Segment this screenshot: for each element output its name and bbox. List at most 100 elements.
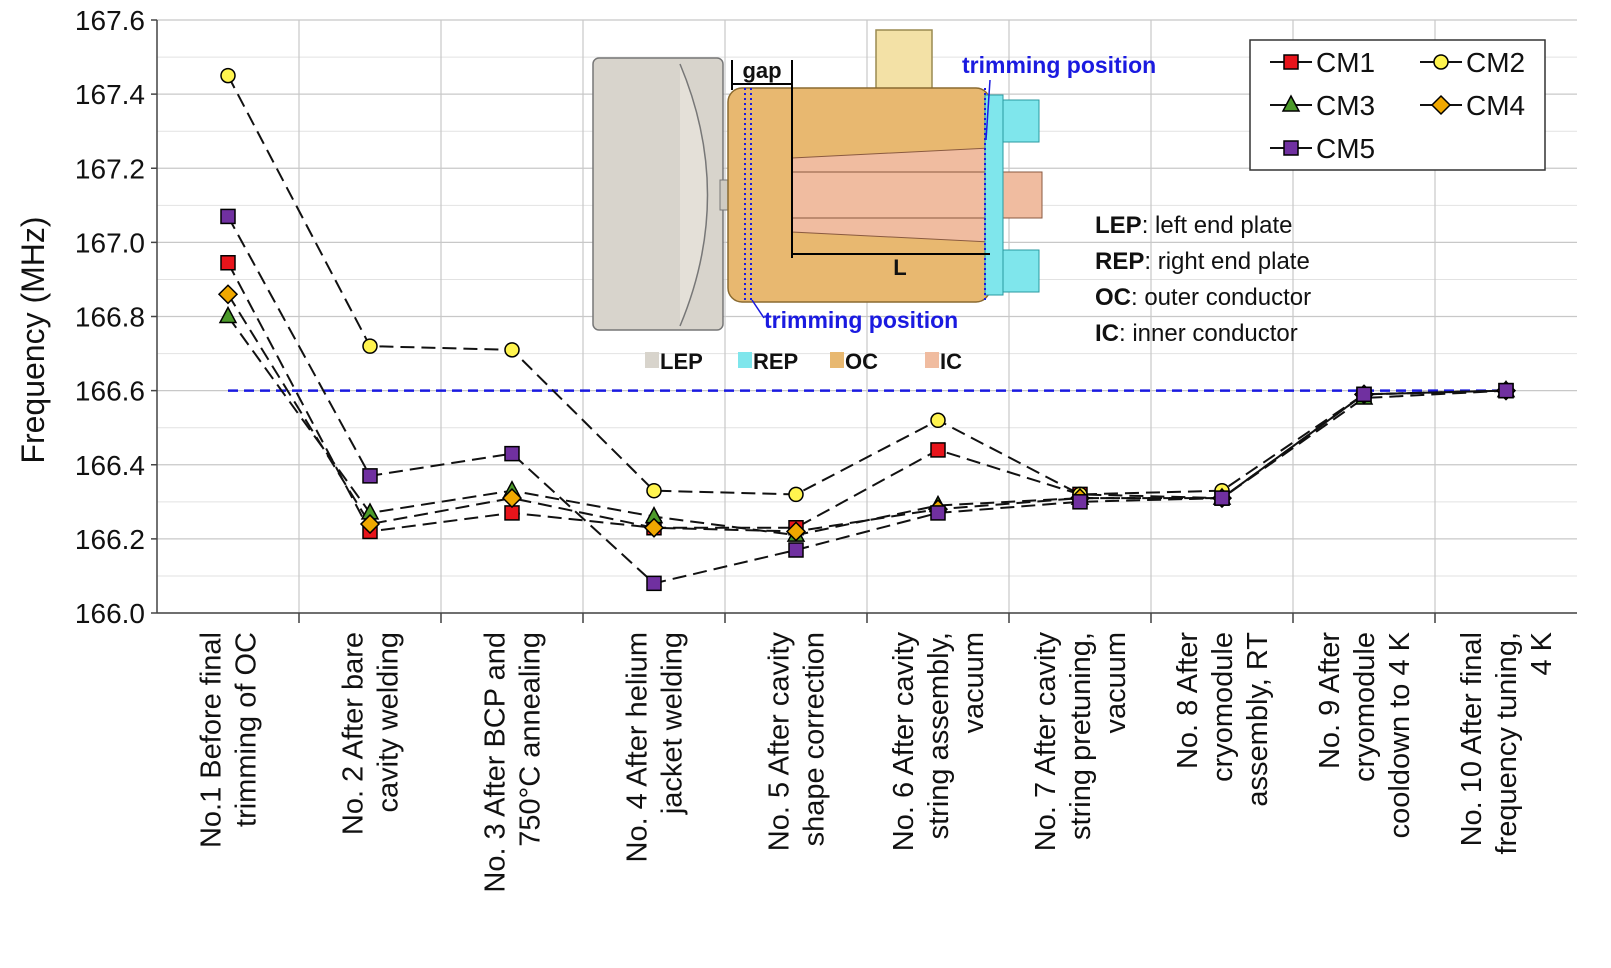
point xyxy=(220,255,236,271)
y-tick-label: 166.0 xyxy=(75,598,145,629)
port-pipe xyxy=(875,29,933,93)
label-line: vacuum xyxy=(1100,632,1132,734)
label-line: 750°C annealing xyxy=(515,632,547,847)
point xyxy=(504,342,520,358)
rep-flange xyxy=(1002,99,1040,143)
x-tick-label: No. 8 After cryomodule assembly, RT xyxy=(1172,632,1274,807)
label-line: 4 K xyxy=(1526,631,1558,675)
point xyxy=(1214,490,1230,506)
label-line: assembly, RT xyxy=(1242,632,1274,807)
part-swatch xyxy=(738,352,752,368)
part-label: REP xyxy=(753,349,798,374)
y-tick-label: 167.0 xyxy=(75,227,145,258)
ic-tube xyxy=(791,171,1043,219)
point xyxy=(788,486,804,503)
trimming-label: trimming position xyxy=(764,307,958,333)
point xyxy=(1072,494,1088,510)
y-tick-label: 166.4 xyxy=(75,450,145,481)
inset-diagram: gap L trimming position trimming positio… xyxy=(592,29,1311,374)
legend-label: CM1 xyxy=(1316,47,1375,78)
label-line: No. 2 After bare xyxy=(338,632,370,835)
label-line: frequency tuning, xyxy=(1491,632,1523,854)
point xyxy=(1356,386,1372,403)
point xyxy=(930,442,946,458)
definition: IC: inner conductor xyxy=(1095,320,1298,347)
x-tick-label: No. 7 After cavity string pretuning, vacuu… xyxy=(1030,632,1132,852)
term: IC xyxy=(1095,320,1119,347)
point xyxy=(646,482,662,499)
x-tick-label: No. 4 After helium jacket welding xyxy=(622,632,689,863)
point xyxy=(788,542,804,558)
series-line xyxy=(227,293,1507,533)
label-line: string pretuning, xyxy=(1065,632,1097,840)
label-line: No. 3 After BCP and xyxy=(480,632,512,893)
label-line: cryomodule xyxy=(1349,632,1381,782)
y-tick-label: 167.6 xyxy=(75,5,145,36)
point xyxy=(362,338,378,354)
label-line: cavity welding xyxy=(373,632,405,813)
definition: REP: right end plate xyxy=(1095,248,1310,275)
term-text: : left end plate xyxy=(1142,212,1293,239)
y-axis-label: Frequency (MHz) xyxy=(15,216,51,463)
label-line: No.1 Before final xyxy=(196,632,228,848)
point xyxy=(362,468,378,484)
label-line: No. 4 After helium xyxy=(622,632,654,863)
legend-label: CM5 xyxy=(1316,133,1375,164)
series-line xyxy=(227,315,1507,537)
label-line: vacuum xyxy=(958,632,990,734)
label-line: cryomodule xyxy=(1207,632,1239,782)
part-swatch xyxy=(830,352,844,368)
x-tick-label: No. 3 After BCP and 750°C annealing xyxy=(480,632,547,893)
legend-marker xyxy=(1283,140,1299,156)
y-tick-label: 167.2 xyxy=(75,153,145,184)
x-tick-label: No.1 Before final trimming of OC xyxy=(196,632,263,848)
x-tick-label: No. 10 After final frequency tuning, 4 K xyxy=(1456,631,1558,854)
y-tick-label: 166.2 xyxy=(75,524,145,555)
part-label: IC xyxy=(940,349,962,374)
series-line xyxy=(227,75,1507,496)
trim-arrow xyxy=(985,79,991,141)
legend-label: CM3 xyxy=(1316,90,1375,121)
label-line: No. 5 After cavity xyxy=(764,632,796,852)
term: REP xyxy=(1095,248,1144,275)
legend-marker xyxy=(1283,54,1299,70)
trimming-label: trimming position xyxy=(962,52,1156,78)
point xyxy=(930,505,946,521)
term-text: : outer conductor xyxy=(1131,284,1311,311)
point xyxy=(930,412,946,429)
definition: LEP: left end plate xyxy=(1095,212,1292,239)
y-tick-label: 167.4 xyxy=(75,79,145,110)
legend-marker xyxy=(1281,94,1301,112)
trim-arrow xyxy=(751,299,765,319)
part-label: OC xyxy=(845,349,878,374)
label-line: No. 6 After cavity xyxy=(888,632,920,852)
y-tick-label: 166.8 xyxy=(75,302,145,333)
legend-label: CM2 xyxy=(1466,47,1525,78)
point xyxy=(501,488,523,509)
part-swatch xyxy=(645,352,659,368)
plot xyxy=(217,67,1517,592)
term-text: : right end plate xyxy=(1144,248,1309,275)
point xyxy=(218,305,238,324)
part-swatch xyxy=(925,352,939,368)
point xyxy=(217,284,239,305)
label-line: No. 10 After final xyxy=(1456,632,1488,846)
label-line: cooldown to 4 K xyxy=(1384,631,1416,838)
term-text: : inner conductor xyxy=(1119,320,1298,347)
label-line: jacket welding xyxy=(657,632,689,815)
legend-marker xyxy=(1430,94,1452,116)
series-line xyxy=(227,215,1507,585)
x-tick-label: No. 9 After cryomodule cooldown to 4 K xyxy=(1314,631,1416,838)
x-tick-label: No. 2 After bare cavity welding xyxy=(338,632,405,835)
rep-flange xyxy=(1002,249,1040,293)
label-line: No. 9 After xyxy=(1314,632,1346,769)
term: LEP xyxy=(1095,212,1142,239)
label-line: No. 7 After cavity xyxy=(1030,632,1062,852)
point xyxy=(504,445,520,462)
term: OC xyxy=(1095,284,1131,311)
length-label: L xyxy=(893,255,906,280)
point xyxy=(359,513,381,535)
part-label: LEP xyxy=(660,349,703,374)
legend-label: CM4 xyxy=(1466,90,1525,121)
